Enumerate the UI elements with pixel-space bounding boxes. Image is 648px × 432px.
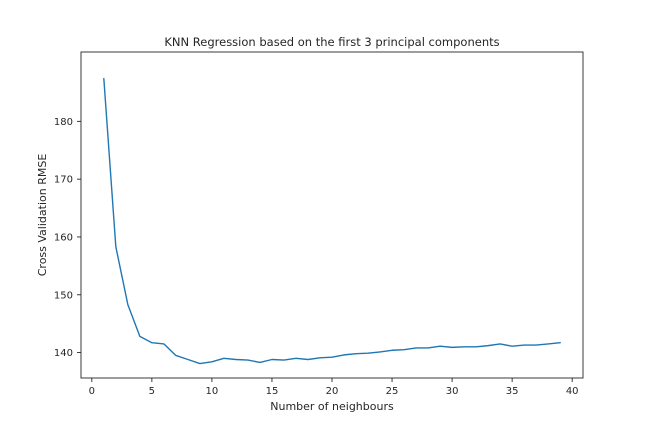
x-tick-label: 40 bbox=[566, 386, 579, 397]
rmse-series-line bbox=[103, 77, 561, 365]
x-axis-label: Number of neighbours bbox=[270, 400, 394, 413]
y-axis-label: Cross Validation RMSE bbox=[36, 154, 49, 277]
y-axis-ticks: 140 150 160 170 180 bbox=[54, 117, 81, 359]
x-tick-label: 0 bbox=[89, 386, 95, 397]
x-tick-label: 25 bbox=[386, 386, 399, 397]
y-tick-label: 180 bbox=[54, 117, 73, 128]
x-axis-ticks: 0 5 10 15 20 25 30 35 40 bbox=[89, 378, 579, 397]
chart-title: KNN Regression based on the first 3 prin… bbox=[164, 35, 499, 49]
y-tick-label: 140 bbox=[54, 348, 73, 359]
x-tick-label: 20 bbox=[326, 386, 339, 397]
y-tick-label: 150 bbox=[54, 290, 73, 301]
plot-frame bbox=[80, 51, 584, 379]
x-tick-label: 30 bbox=[446, 386, 459, 397]
y-tick-label: 170 bbox=[54, 175, 73, 186]
x-tick-label: 15 bbox=[266, 386, 279, 397]
x-tick-label: 10 bbox=[206, 386, 219, 397]
y-tick-label: 160 bbox=[54, 232, 73, 243]
x-tick-label: 35 bbox=[506, 386, 519, 397]
x-tick-label: 5 bbox=[149, 386, 155, 397]
